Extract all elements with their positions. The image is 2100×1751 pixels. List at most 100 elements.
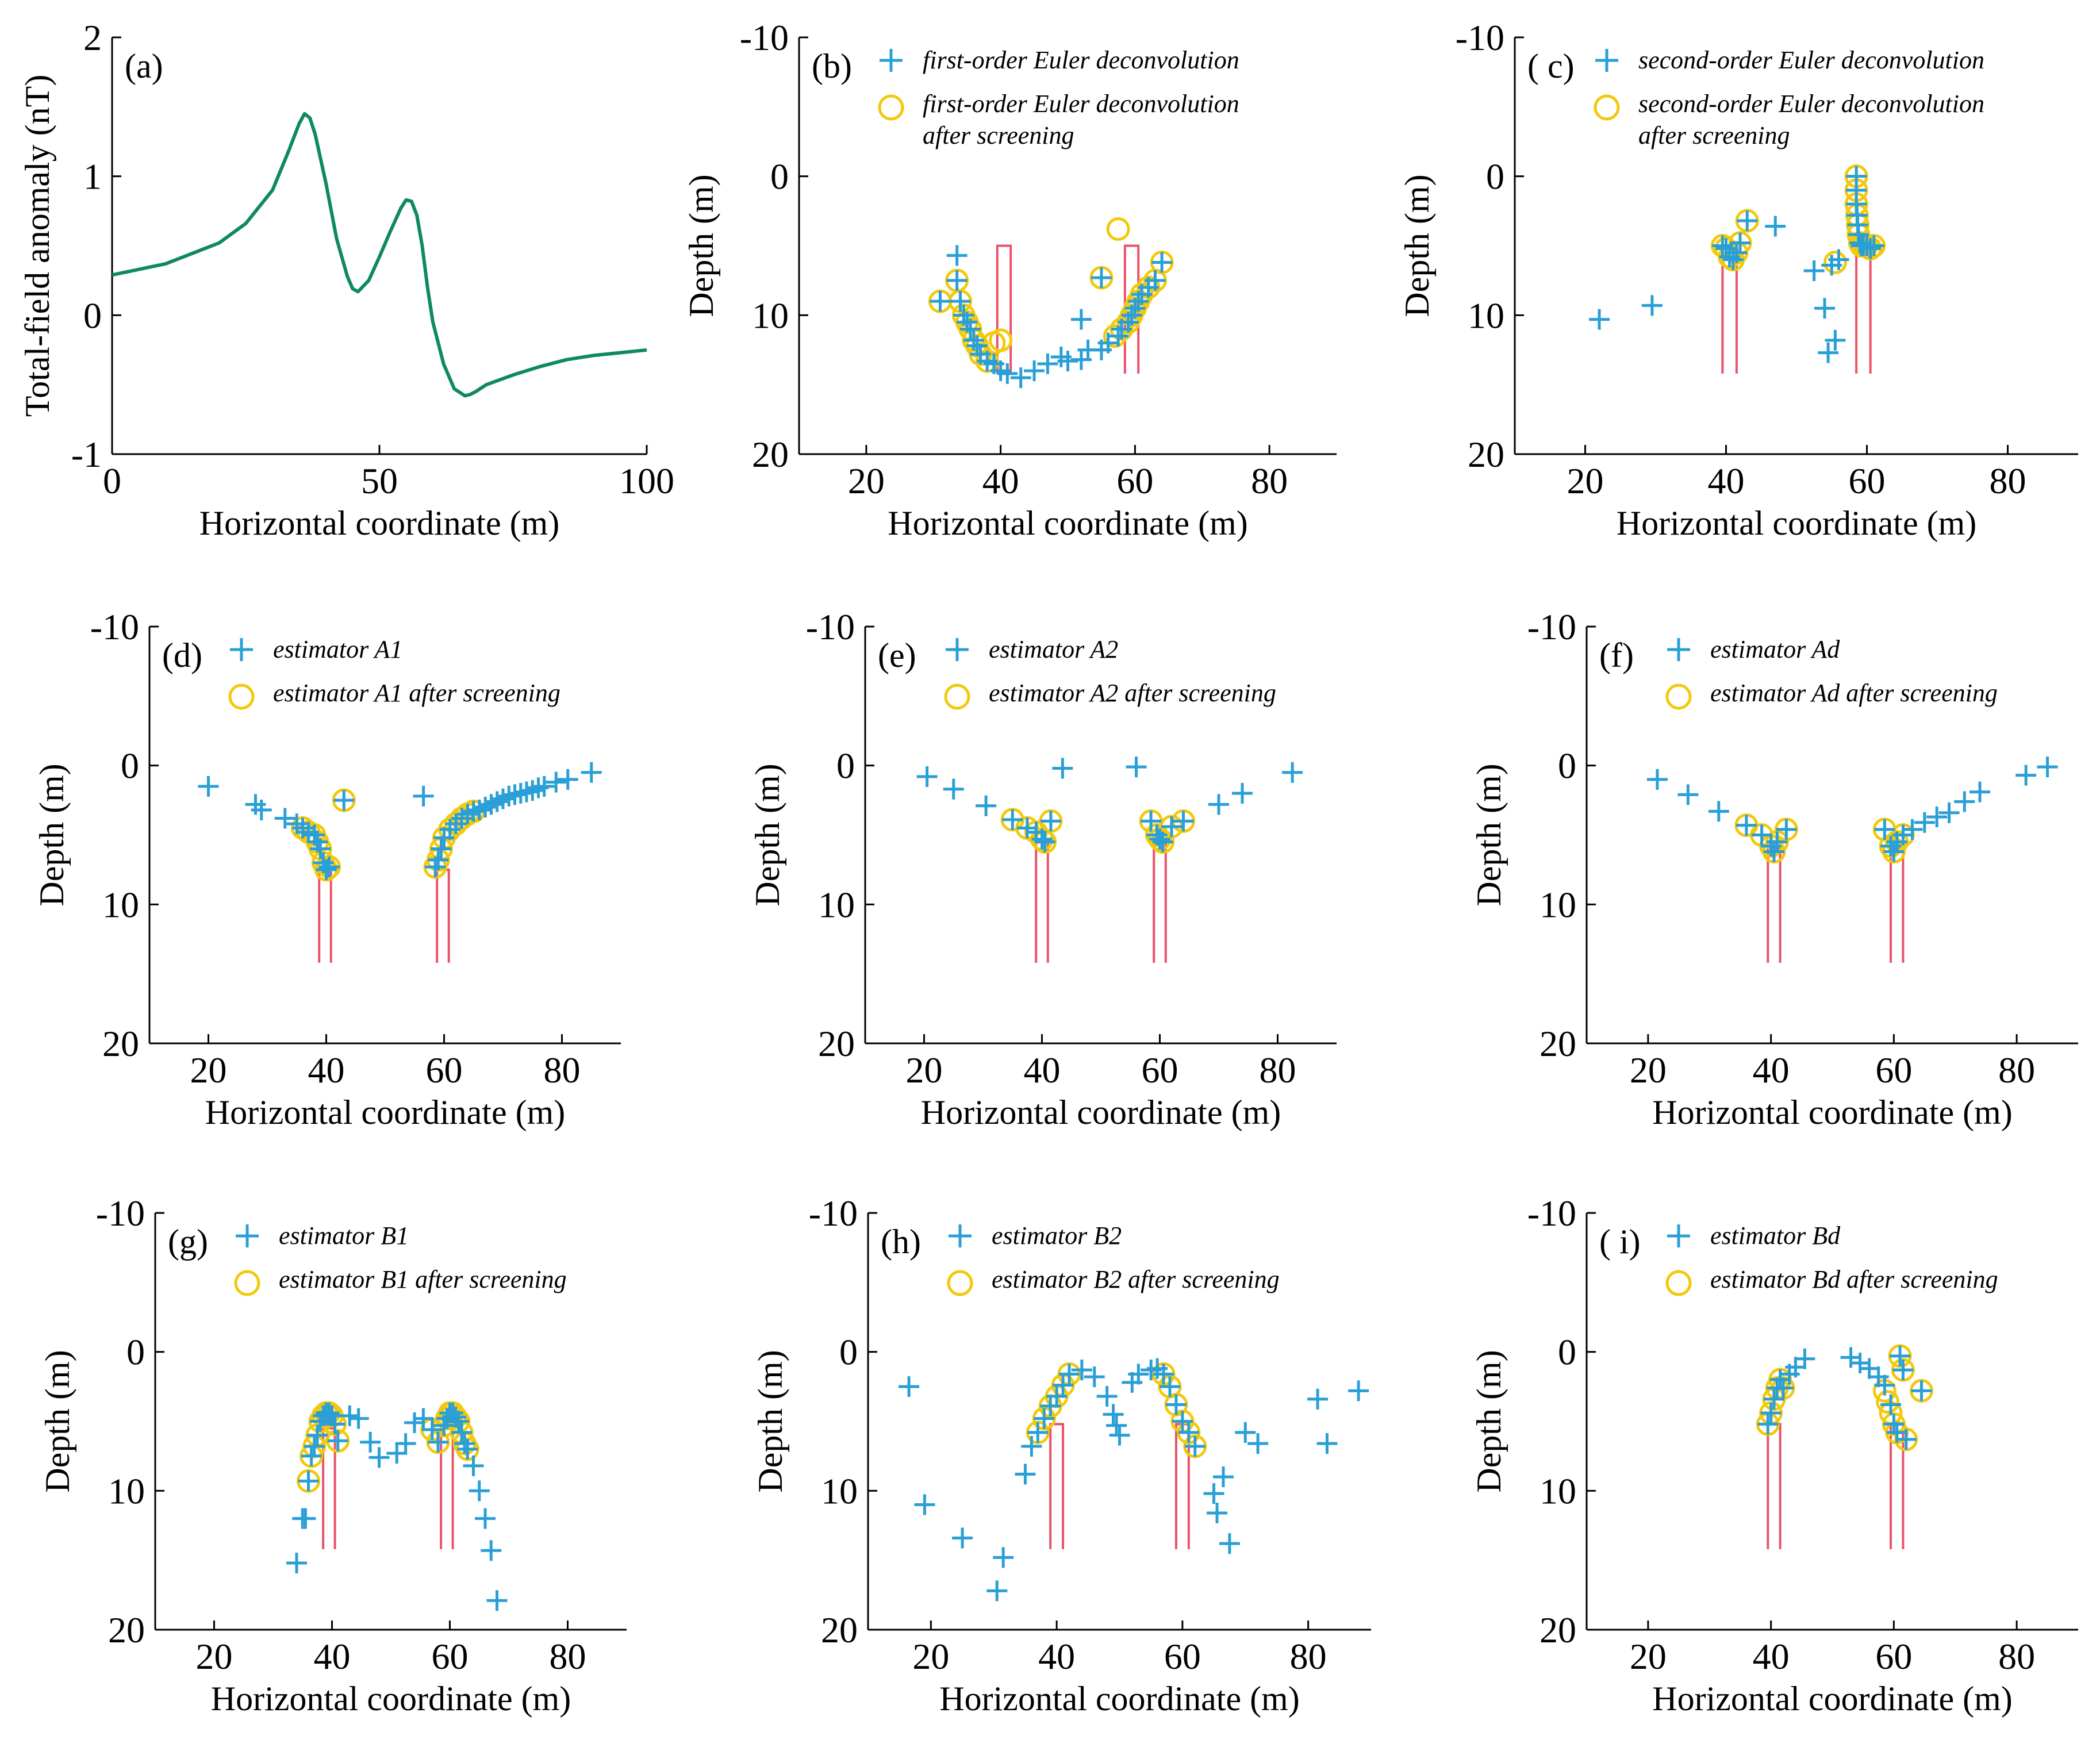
legend-label: estimator B1 after screening <box>279 1265 567 1293</box>
legend-circle-icon <box>947 1270 973 1296</box>
estimate-plus-marker <box>914 1494 935 1515</box>
y-tick-label: -10 <box>1456 17 1504 58</box>
x-tick-label: 80 <box>1290 1636 1327 1677</box>
panel-label: ( c) <box>1527 47 1575 85</box>
estimate-plus-marker <box>421 1419 443 1440</box>
estimate-plus-marker <box>1160 1376 1180 1397</box>
estimate-plus-marker <box>986 1580 1008 1602</box>
panel-label: ( i) <box>1599 1223 1641 1261</box>
screened-circle-marker <box>1106 217 1130 241</box>
y-tick-label: 10 <box>1540 884 1576 925</box>
estimate-plus-marker <box>1883 841 1905 862</box>
x-tick-label: 40 <box>982 460 1019 501</box>
estimate-plus-marker <box>1895 1429 1917 1450</box>
legend-circle-icon <box>944 683 970 710</box>
estimate-plus-marker <box>321 1405 343 1426</box>
estimate-plus-marker <box>301 1445 322 1466</box>
x-tick-label: 60 <box>1164 1636 1201 1677</box>
estimate-plus-marker <box>1736 815 1757 836</box>
estimate-plus-marker <box>404 1412 425 1433</box>
estimate-plus-marker <box>533 775 555 797</box>
estimate-plus-marker <box>943 778 964 800</box>
estimate-plus-marker <box>1803 260 1825 281</box>
estimate-plus-marker <box>1247 1433 1269 1454</box>
source-body <box>318 868 332 963</box>
y-tick-label: 0 <box>770 156 789 197</box>
x-tick-label: 20 <box>196 1636 233 1677</box>
estimate-plus-marker <box>1794 1348 1815 1369</box>
x-axis-title: Horizontal coordinate (m) <box>888 504 1247 542</box>
estimate-plus-marker <box>481 1540 502 1561</box>
x-tick-label: 60 <box>1116 460 1153 501</box>
estimate-plus-marker <box>327 1430 348 1452</box>
estimate-plus-marker <box>431 838 452 859</box>
estimate-plus-marker <box>198 775 219 797</box>
screened-circle-marker <box>1876 1390 1900 1414</box>
estimate-plus-marker <box>1730 232 1750 254</box>
estimate-plus-marker <box>1773 1377 1794 1399</box>
estimate-plus-marker <box>339 1405 360 1426</box>
y-tick-label: 20 <box>1540 1610 1576 1650</box>
legend-label: estimator A2 <box>989 635 1118 663</box>
estimate-plus-marker <box>1153 1364 1174 1385</box>
estimate-plus-marker <box>1914 812 1935 833</box>
estimate-plus-marker <box>286 1553 307 1573</box>
x-axis-title: Horizontal coordinate (m) <box>1617 504 1976 542</box>
estimate-plus-marker <box>1776 819 1797 840</box>
estimate-plus-marker <box>1874 1374 1895 1396</box>
y-tick-label: 10 <box>821 1470 858 1511</box>
y-axis-title: Depth (m) <box>751 1350 789 1492</box>
legend-label: estimator B1 <box>279 1222 409 1250</box>
legend-label: estimator Ad after screening <box>1710 679 1998 707</box>
legend-label: after screening <box>923 121 1074 149</box>
estimate-plus-marker <box>976 795 997 816</box>
estimate-plus-marker <box>1021 1436 1042 1457</box>
estimate-plus-marker <box>1235 1422 1256 1443</box>
y-tick-label: -10 <box>740 17 789 58</box>
y-tick-label: 10 <box>108 1470 145 1511</box>
estimate-plus-marker <box>1828 249 1849 270</box>
estimate-plus-marker <box>1708 801 1729 822</box>
estimate-plus-marker <box>310 838 331 859</box>
x-axis-title: Horizontal coordinate (m) <box>1652 1093 2012 1131</box>
estimate-plus-marker <box>298 1470 319 1492</box>
y-tick-label: 10 <box>1468 295 1504 336</box>
estimate-plus-marker <box>2015 765 2037 786</box>
estimate-plus-marker <box>930 291 951 312</box>
estimate-plus-marker <box>1024 360 1045 381</box>
legend-label: estimator A2 after screening <box>989 679 1276 707</box>
legend-circle-icon <box>1665 683 1692 710</box>
y-tick-label: -10 <box>809 1193 858 1234</box>
legend-plus-icon <box>230 638 253 661</box>
x-tick-label: 80 <box>1251 460 1288 501</box>
estimate-plus-marker <box>274 808 295 829</box>
estimate-plus-marker <box>306 1424 328 1446</box>
estimate-plus-marker <box>1145 270 1166 291</box>
estimate-plus-marker <box>1348 1380 1369 1401</box>
estimate-plus-marker <box>1071 1360 1092 1381</box>
estimate-plus-marker <box>946 270 968 291</box>
estimate-plus-marker <box>916 766 938 787</box>
estimate-plus-marker <box>1646 769 1668 790</box>
estimate-plus-marker <box>1034 1408 1055 1429</box>
y-axis-title: Depth (m) <box>1470 1350 1508 1492</box>
estimate-plus-marker <box>1814 298 1835 319</box>
x-tick-label: 20 <box>912 1636 949 1677</box>
x-axis-title: Horizontal coordinate (m) <box>1652 1680 2012 1718</box>
legend-label: estimator A1 <box>273 635 402 663</box>
estimate-plus-marker <box>1208 794 1229 815</box>
estimate-plus-marker <box>1880 1394 1902 1415</box>
estimate-plus-marker <box>1096 1386 1118 1407</box>
source-body <box>1153 840 1167 963</box>
estimate-plus-marker <box>1902 819 1923 840</box>
y-axis-title: Depth (m) <box>748 763 786 906</box>
x-tick-label: 40 <box>314 1636 351 1677</box>
estimate-plus-marker <box>1040 811 1061 832</box>
x-tick-label: 80 <box>1998 1050 2035 1090</box>
estimate-plus-marker <box>1219 1533 1240 1554</box>
screened-circle-marker <box>1823 251 1847 274</box>
x-tick-label: 80 <box>544 1050 581 1090</box>
